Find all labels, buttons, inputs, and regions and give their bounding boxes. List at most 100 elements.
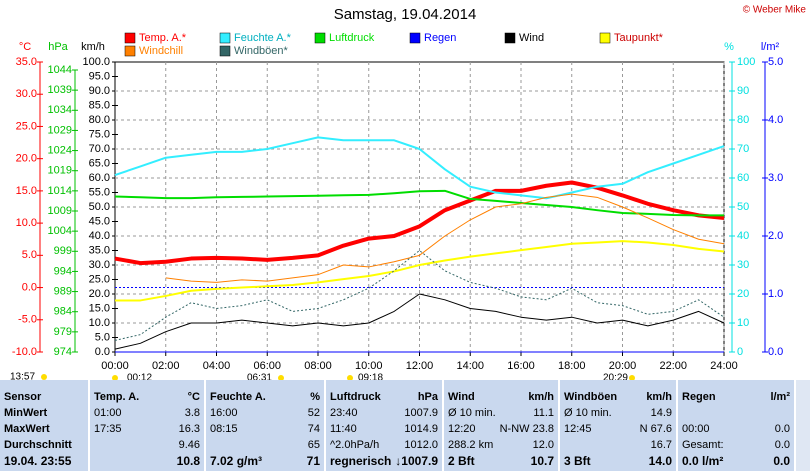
table-cell: 11:40 1014.9 [330,422,438,437]
y-tick-label: 40.0 [89,230,110,242]
table-column: Windböen km/h Ø 10 min. 14.9 12:45 N 67.6 16.7… [560,380,678,471]
cell-text: 17:35 [94,423,122,435]
x-tick-label: 02:00 [152,360,180,372]
y-tick-label: 979 [54,326,72,338]
cell-text: 19.04. 23:55 [4,454,72,468]
legend-label: Windchill [139,45,183,57]
x-tick-label: 22:00 [659,360,687,372]
legend-swatch [314,32,326,44]
cell-text: MinWert [4,407,48,419]
y-tick-label: -5.0 [18,314,37,326]
cell-text: 08:15 [210,423,238,435]
table-cell: 0.0 l/m² 0.0 [682,454,790,469]
legend-label: Temp. A.* [139,32,187,44]
table-column: Luftdruck hPa 23:40 1007.9 11:40 1014.9 ^2.0hP… [326,380,444,471]
cell-text: 0.0 [773,454,790,468]
table-cell: 65 [210,438,320,453]
table-cell: 01:00 3.8 [94,406,200,421]
y-tick-label: 100 [737,56,755,68]
cell-text: 9.46 [178,439,200,451]
series-line [114,189,724,217]
y-tick-label: 1039 [48,84,72,96]
table-cell: 7.02 g/m³ 71 [210,454,320,469]
cell-text: 52 [307,407,320,419]
cell-text: 10.8 [176,454,200,468]
y-tick-label: 25.0 [89,273,110,285]
time-marker: 20:29 [603,373,628,380]
y-tick-label: 974 [54,346,72,358]
cell-text: 01:00 [94,407,122,419]
time-marker: 06:31 [247,373,272,380]
cell-text: Wind [448,391,475,403]
axis-label: °C [19,41,31,53]
table-column: Wind km/h Ø 10 min. 11.1 12:20 N-NW 23.8 288.2… [444,380,560,471]
table-cell: 17:35 16.3 [94,422,200,437]
cell-text: 65 [307,439,320,451]
cell-text: 0.0 [774,439,790,451]
table-cell: Durchschnitt [4,438,84,453]
cell-text: 12:45 [564,423,592,435]
y-tick-label: 50.0 [89,201,110,213]
table-cell: MaxWert [4,422,84,437]
stats-table: Sensor MinWert MaxWert Durchschnitt 19.04. 2… [0,380,810,471]
y-tick-label: 70.0 [89,143,110,155]
y-tick-label: 50 [737,201,749,213]
y-tick-label: 1044 [48,64,72,76]
table-cell: 10.8 [94,454,200,469]
sun-icon [112,375,118,380]
sun-icon [278,375,284,380]
y-tick-label: 60.0 [89,172,110,184]
legend-swatch [219,32,231,44]
y-tick-label: 0 [737,346,743,358]
cell-text: ^2.0hPa/h [330,439,380,451]
table-column: Temp. A. °C 01:00 3.8 17:35 16.3 9.46 10.8 [90,380,206,471]
table-cell: Gesamt: 0.0 [682,438,790,453]
legend-swatch [504,32,516,44]
y-tick-label: 85.0 [89,99,110,111]
axis-label: % [724,41,734,53]
cell-text: 288.2 km [448,439,494,451]
cell-text: Feuchte A. [210,391,266,403]
y-tick-label: 989 [54,285,72,297]
cell-text: N-NW 23.8 [499,423,554,435]
x-tick-label: 06:00 [253,360,281,372]
table-cell: 23:40 1007.9 [330,406,438,421]
cell-text: 23:40 [330,407,358,419]
cell-text: Regen [682,391,716,403]
table-cell: 2 Bft 10.7 [448,454,554,469]
x-tick-label: 20:00 [609,360,637,372]
cell-text: ↓1007.9 [395,454,438,468]
y-tick-label: 35.0 [89,244,110,256]
table-column: Sensor MinWert MaxWert Durchschnitt 19.04. 2… [0,380,90,471]
y-tick-label: 100.0 [82,56,110,68]
legend-swatch [219,45,231,57]
x-tick-label: 14:00 [456,360,484,372]
table-cell: regnerisch ↓1007.9 [330,454,438,469]
cell-text: Luftdruck [330,391,381,403]
y-tick-label: 1024 [48,144,72,156]
cell-text: Windböen [564,391,618,403]
chart-title: Samstag, 19.04.2014 [334,6,477,23]
cell-text: 12:20 [448,423,476,435]
table-cell: Luftdruck hPa [330,390,438,405]
x-tick-label: 24:00 [710,360,738,372]
series-line [115,240,725,302]
table-cell [682,406,790,421]
table-cell: 3 Bft 14.0 [564,454,672,469]
legend-label: Feuchte A.* [234,32,292,44]
y-tick-label: 1034 [48,104,72,116]
x-tick-label: 10:00 [355,360,383,372]
legend-swatch [599,32,611,44]
y-tick-label: 90.0 [89,85,110,97]
table-cell: 00:00 0.0 [682,422,790,437]
y-tick-label: 1029 [48,124,72,136]
x-tick-label: 00:00 [101,360,129,372]
cell-text: 16.7 [650,439,672,451]
table-cell: 288.2 km 12.0 [448,438,554,453]
cell-text: Durchschnitt [4,439,72,451]
table-cell: ^2.0hPa/h 1012.0 [330,438,438,453]
table-cell: Sensor [4,390,84,405]
x-tick-label: 04:00 [203,360,231,372]
y-tick-label: 80.0 [89,114,110,126]
